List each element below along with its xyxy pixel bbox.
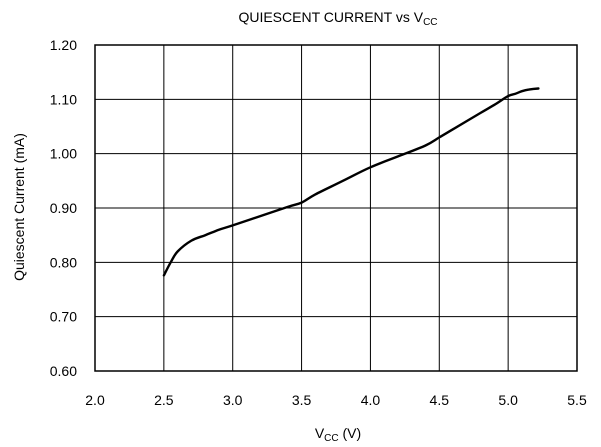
x-tick-label: 3.0 (223, 392, 243, 408)
x-axis-title: VCC (V) (315, 425, 361, 444)
x-tick-label: 4.5 (430, 392, 450, 408)
y-tick-label: 1.20 (50, 37, 77, 53)
x-tick-label: 2.0 (85, 392, 105, 408)
chart-title: QUIESCENT CURRENT vs VCC (238, 9, 437, 28)
y-tick-label: 1.10 (50, 91, 77, 107)
x-tick-label: 5.0 (498, 392, 518, 408)
x-tick-label: 4.0 (361, 392, 381, 408)
x-tick-label: 2.5 (154, 392, 174, 408)
series-layer (162, 87, 540, 277)
grid (94, 44, 578, 372)
x-axis-ticks: 2.0 2.5 3.0 3.5 4.0 4.5 5.0 5.5 (85, 392, 587, 408)
y-axis-title: Quiescent Current (mA) (11, 133, 27, 281)
y-tick-label: 0.80 (50, 254, 77, 270)
plot-frame (94, 44, 578, 372)
x-tick-label: 3.5 (292, 392, 312, 408)
y-axis-ticks: 0.60 0.70 0.80 0.90 1.00 1.10 1.20 (50, 37, 77, 379)
y-tick-label: 0.70 (50, 309, 77, 325)
y-tick-label: 0.90 (50, 200, 77, 216)
y-tick-label: 0.60 (50, 363, 77, 379)
series-line (162, 87, 540, 277)
y-tick-label: 1.00 (50, 146, 77, 162)
x-tick-label: 5.5 (567, 392, 587, 408)
